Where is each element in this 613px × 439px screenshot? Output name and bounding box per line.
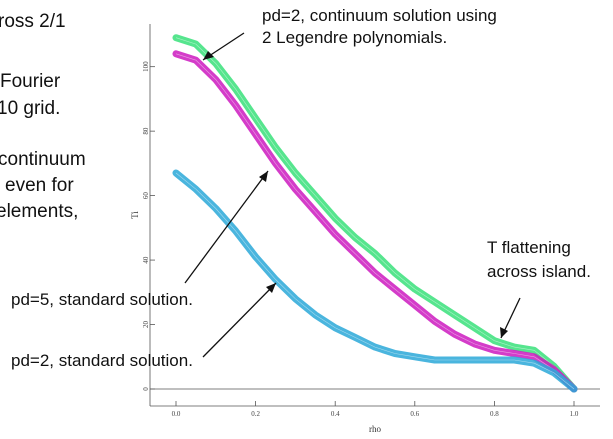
chart-series-group (172, 34, 578, 393)
annotation-flatten-line1: T flattening (487, 238, 571, 257)
arrow-pd2 (202, 282, 277, 358)
callout-arrows (184, 32, 521, 358)
arrowhead-pd2 (266, 283, 276, 293)
y-tick-label: 80 (142, 127, 150, 135)
y-tick-label: 0 (142, 387, 150, 391)
annotation-continuum-line2: 2 Legendre polynomials. (262, 28, 448, 47)
slide-text-line-1: ross 2/1 (0, 11, 66, 32)
x-tick-label: 1.0 (570, 410, 579, 418)
y-tick-label: 100 (142, 61, 150, 72)
arrowhead-continuum (203, 51, 214, 60)
y-tick-label: 20 (142, 321, 150, 329)
arrowhead-pd5 (259, 171, 268, 182)
series-line-standard_pd5 (172, 50, 578, 393)
x-tick-label: 0.8 (490, 410, 499, 418)
arrow-pd5 (184, 170, 269, 284)
y-tick-label: 40 (142, 256, 150, 264)
x-tick-label: 0.4 (331, 410, 340, 418)
slide-text-line-6: elements, (0, 201, 79, 222)
slide-text-line-4: continuum (0, 149, 86, 170)
series-line-continuum_pd2 (172, 34, 578, 393)
x-tick-label: 0.0 (172, 410, 181, 418)
x-axis-title: rho (369, 424, 381, 434)
x-tick-label: 0.6 (410, 410, 419, 418)
chart-axes: 0 20 40 60 80 100 0.0 0.2 0.4 0.6 0.8 1.0 rho Ti (130, 24, 600, 434)
y-axis-title: Ti (130, 211, 140, 219)
slide-text-line-3: 10 grid. (0, 98, 61, 119)
annotation-continuum-line1: pd=2, continuum solution using (262, 6, 497, 25)
annotation-pd2: pd=2, standard solution. (11, 351, 193, 370)
annotation-pd5: pd=5, standard solution. (11, 290, 193, 309)
arrowhead-flatten (500, 327, 508, 338)
x-tick-label: 0.2 (251, 410, 260, 418)
annotation-flatten-line2: across island. (487, 262, 591, 281)
slide-text-line-2: Fourier (0, 71, 61, 92)
y-tick-label: 60 (142, 192, 150, 200)
slide-text-line-5: even for (5, 175, 74, 196)
